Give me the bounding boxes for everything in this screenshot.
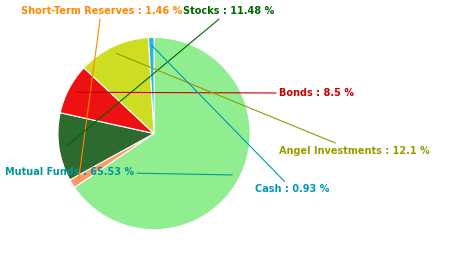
Text: Cash : 0.93 %: Cash : 0.93 % [152,45,329,194]
Wedge shape [60,68,154,134]
Wedge shape [70,134,154,187]
Wedge shape [148,37,154,134]
Text: Bonds : 8.5 %: Bonds : 8.5 % [76,88,354,98]
Wedge shape [84,38,154,134]
Wedge shape [74,37,250,230]
Text: Angel Investments : 12.1 %: Angel Investments : 12.1 % [117,53,430,156]
Text: Mutual Funds : 65.53 %: Mutual Funds : 65.53 % [5,167,232,177]
Wedge shape [58,113,154,180]
Text: Short-Term Reserves : 1.46 %: Short-Term Reserves : 1.46 % [20,6,182,180]
Text: Stocks : 11.48 %: Stocks : 11.48 % [66,6,274,146]
